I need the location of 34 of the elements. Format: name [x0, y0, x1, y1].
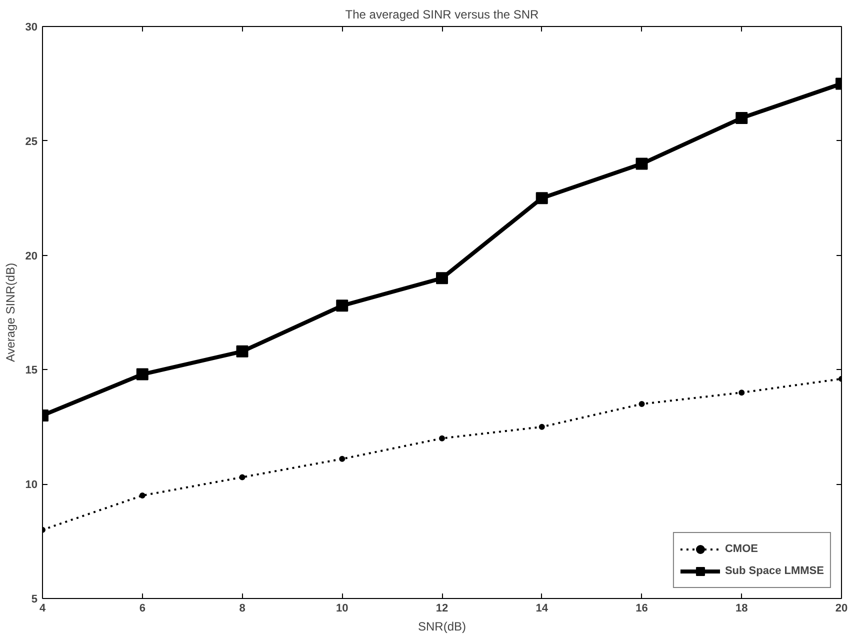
point	[638, 401, 645, 408]
point	[436, 272, 448, 284]
x-tick-label: 6	[139, 602, 146, 614]
point	[538, 424, 545, 430]
x-tick-label: 14	[536, 602, 549, 614]
x-tick-label: 4	[39, 602, 46, 614]
x-tick-label: 16	[636, 602, 648, 614]
x-axis-title: SNR(dB)	[418, 620, 466, 634]
y-tick-label: 5	[31, 594, 38, 606]
y-tick-label: 10	[25, 479, 38, 492]
chart-title: The averaged SINR versus the SNR	[345, 8, 540, 22]
point	[339, 456, 346, 462]
point	[736, 112, 748, 124]
y-tick-label: 20	[25, 250, 38, 262]
x-tick-label: 10	[336, 602, 348, 614]
point	[636, 158, 648, 170]
point	[536, 192, 548, 204]
y-axis-title: Average SINR(dB)	[3, 262, 18, 362]
legend-label: CMOE	[724, 543, 758, 555]
x-tick-label: 12	[436, 602, 448, 614]
x-tick-label: 18	[736, 602, 748, 614]
point	[136, 368, 148, 380]
point	[236, 345, 248, 358]
x-tick-label: 20	[835, 602, 848, 614]
legend-label: Sub Space LMMSE	[724, 565, 824, 577]
point	[738, 390, 745, 396]
point	[439, 435, 445, 442]
x-tick-label: 8	[239, 602, 246, 614]
point	[336, 300, 348, 312]
y-tick-label: 15	[25, 364, 38, 377]
y-tick-label: 25	[25, 136, 38, 148]
y-tick-label: 30	[25, 22, 38, 34]
point	[139, 492, 146, 499]
point	[239, 474, 246, 480]
